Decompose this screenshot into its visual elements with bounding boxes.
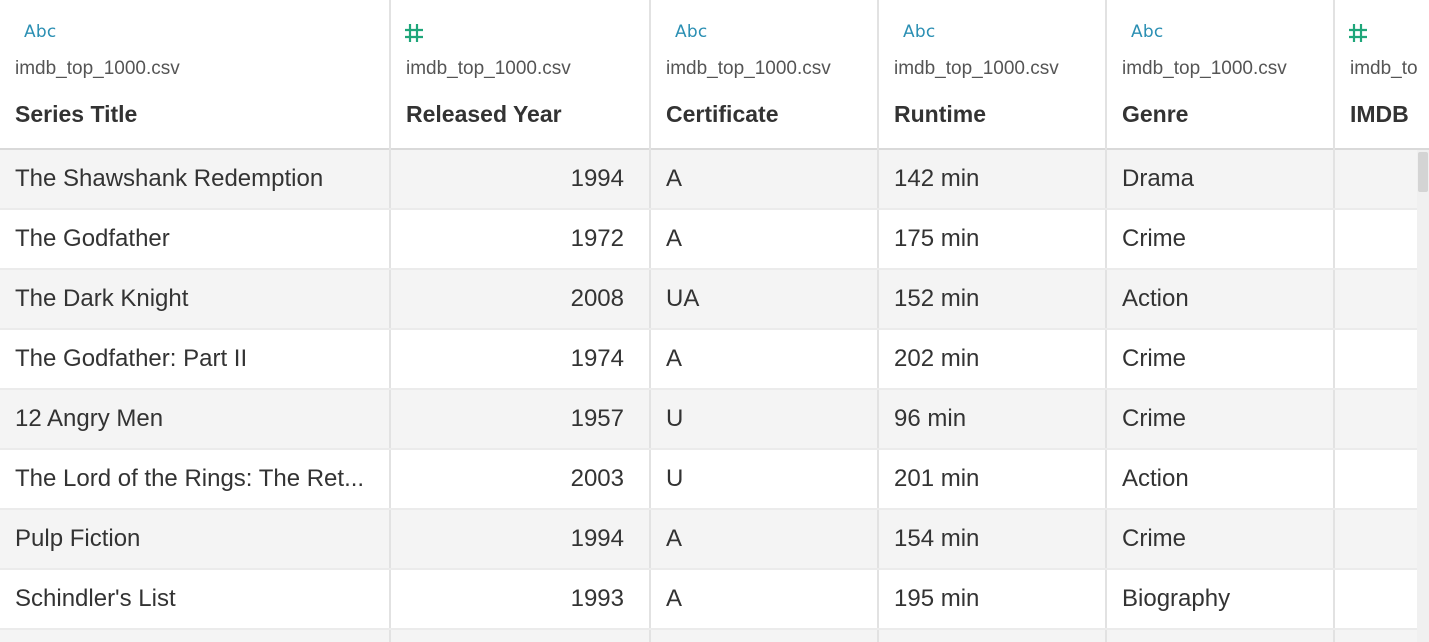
cell-imdb[interactable] — [1335, 210, 1417, 268]
column-header[interactable]: Abc imdb_top_1000.csv Genre — [1107, 0, 1335, 150]
column-source-label: imdb_top_1000.csv — [15, 58, 180, 79]
number-type-icon[interactable] — [403, 22, 423, 44]
cell-runtime[interactable]: 154 min — [879, 510, 1107, 568]
column-field-name[interactable]: Runtime — [894, 101, 986, 127]
column-header[interactable]: imdb_to IMDB — [1335, 0, 1429, 150]
cell-title[interactable]: The Godfather — [0, 210, 391, 268]
cell-certificate[interactable]: UA — [651, 270, 879, 328]
column-header[interactable]: Abc imdb_top_1000.csv Certificate — [651, 0, 879, 150]
column-field-name[interactable]: Released Year — [406, 101, 562, 127]
table-row[interactable]: Schindler's List 1993 A 195 min Biography — [0, 570, 1417, 630]
cell-certificate[interactable]: U — [651, 450, 879, 508]
cell-imdb[interactable] — [1335, 150, 1417, 208]
cell-genre[interactable]: Drama — [1107, 150, 1335, 208]
table-row[interactable]: The Lord of the Rings: The Ret... 2003 U 20… — [0, 450, 1417, 510]
column-header[interactable]: Abc imdb_top_1000.csv Runtime — [879, 0, 1107, 150]
cell-year[interactable]: 2003 — [391, 450, 651, 508]
cell-runtime[interactable]: 142 min — [879, 150, 1107, 208]
cell-imdb[interactable] — [1335, 570, 1417, 628]
cell-certificate[interactable]: A — [651, 330, 879, 388]
cell-genre[interactable]: Crime — [1107, 330, 1335, 388]
cell-imdb[interactable] — [1335, 270, 1417, 328]
string-type-icon[interactable]: Abc — [1131, 22, 1164, 42]
string-type-icon[interactable]: Abc — [24, 22, 57, 42]
cell-certificate[interactable]: A — [651, 150, 879, 208]
cell-runtime[interactable]: 152 min — [879, 270, 1107, 328]
table-row[interactable]: Pulp Fiction 1994 A 154 min Crime — [0, 510, 1417, 570]
column-field-name[interactable]: IMDB — [1350, 101, 1409, 127]
grid-body: The Shawshank Redemption 1994 A 142 min Dram… — [0, 150, 1417, 642]
cell-imdb[interactable] — [1335, 390, 1417, 448]
cell-title[interactable]: The Lord of the Rings: The Ret... — [0, 450, 391, 508]
cell-certificate[interactable]: A — [651, 210, 879, 268]
string-type-icon[interactable]: Abc — [675, 22, 708, 42]
number-type-icon[interactable] — [1347, 22, 1367, 44]
header-row: Abc imdb_top_1000.csv Series Title imdb_top… — [0, 0, 1429, 150]
cell-certificate[interactable] — [651, 630, 879, 642]
string-type-icon[interactable]: Abc — [903, 22, 936, 42]
cell-certificate[interactable]: A — [651, 510, 879, 568]
cell-imdb[interactable] — [1335, 510, 1417, 568]
cell-year[interactable]: 1993 — [391, 570, 651, 628]
cell-imdb[interactable] — [1335, 630, 1417, 642]
cell-title[interactable]: 12 Angry Men — [0, 390, 391, 448]
cell-runtime[interactable] — [879, 630, 1107, 642]
cell-title[interactable]: Schindler's List — [0, 570, 391, 628]
cell-runtime[interactable]: 96 min — [879, 390, 1107, 448]
cell-genre[interactable]: Biography — [1107, 570, 1335, 628]
cell-title[interactable]: Pulp Fiction — [0, 510, 391, 568]
cell-title[interactable]: The Dark Knight — [0, 270, 391, 328]
cell-genre[interactable]: Crime — [1107, 210, 1335, 268]
cell-runtime[interactable]: 202 min — [879, 330, 1107, 388]
cell-year[interactable]: 2008 — [391, 270, 651, 328]
table-row[interactable] — [0, 630, 1417, 642]
cell-certificate[interactable]: A — [651, 570, 879, 628]
table-row[interactable]: The Shawshank Redemption 1994 A 142 min Dram… — [0, 150, 1417, 210]
column-field-name[interactable]: Series Title — [15, 101, 138, 127]
table-row[interactable]: The Godfather 1972 A 175 min Crime — [0, 210, 1417, 270]
cell-genre[interactable]: Crime — [1107, 390, 1335, 448]
cell-year[interactable]: 1972 — [391, 210, 651, 268]
scrollbar-thumb[interactable] — [1418, 152, 1428, 192]
cell-imdb[interactable] — [1335, 450, 1417, 508]
column-field-name[interactable]: Certificate — [666, 101, 779, 127]
column-source-label: imdb_top_1000.csv — [1122, 58, 1287, 79]
cell-runtime[interactable]: 175 min — [879, 210, 1107, 268]
cell-year[interactable]: 1957 — [391, 390, 651, 448]
cell-year[interactable]: 1974 — [391, 330, 651, 388]
cell-runtime[interactable]: 195 min — [879, 570, 1107, 628]
cell-title[interactable]: The Shawshank Redemption — [0, 150, 391, 208]
cell-genre[interactable]: Action — [1107, 450, 1335, 508]
table-row[interactable]: 12 Angry Men 1957 U 96 min Crime — [0, 390, 1417, 450]
table-row[interactable]: The Godfather: Part II 1974 A 202 min Crime — [0, 330, 1417, 390]
column-source-label: imdb_top_1000.csv — [406, 58, 571, 79]
cell-genre[interactable]: Crime — [1107, 510, 1335, 568]
table-row[interactable]: The Dark Knight 2008 UA 152 min Action — [0, 270, 1417, 330]
column-header[interactable]: Abc imdb_top_1000.csv Series Title — [0, 0, 391, 150]
column-header[interactable]: imdb_top_1000.csv Released Year — [391, 0, 651, 150]
column-field-name[interactable]: Genre — [1122, 101, 1189, 127]
cell-year[interactable]: 1994 — [391, 150, 651, 208]
cell-runtime[interactable]: 201 min — [879, 450, 1107, 508]
vertical-scrollbar[interactable] — [1417, 150, 1429, 642]
cell-title[interactable] — [0, 630, 391, 642]
column-source-label: imdb_top_1000.csv — [666, 58, 831, 79]
column-source-label: imdb_top_1000.csv — [894, 58, 1059, 79]
cell-year[interactable]: 1994 — [391, 510, 651, 568]
cell-genre[interactable] — [1107, 630, 1335, 642]
column-source-label: imdb_to — [1350, 58, 1418, 79]
cell-title[interactable]: The Godfather: Part II — [0, 330, 391, 388]
cell-year[interactable] — [391, 630, 651, 642]
cell-genre[interactable]: Action — [1107, 270, 1335, 328]
cell-certificate[interactable]: U — [651, 390, 879, 448]
cell-imdb[interactable] — [1335, 330, 1417, 388]
